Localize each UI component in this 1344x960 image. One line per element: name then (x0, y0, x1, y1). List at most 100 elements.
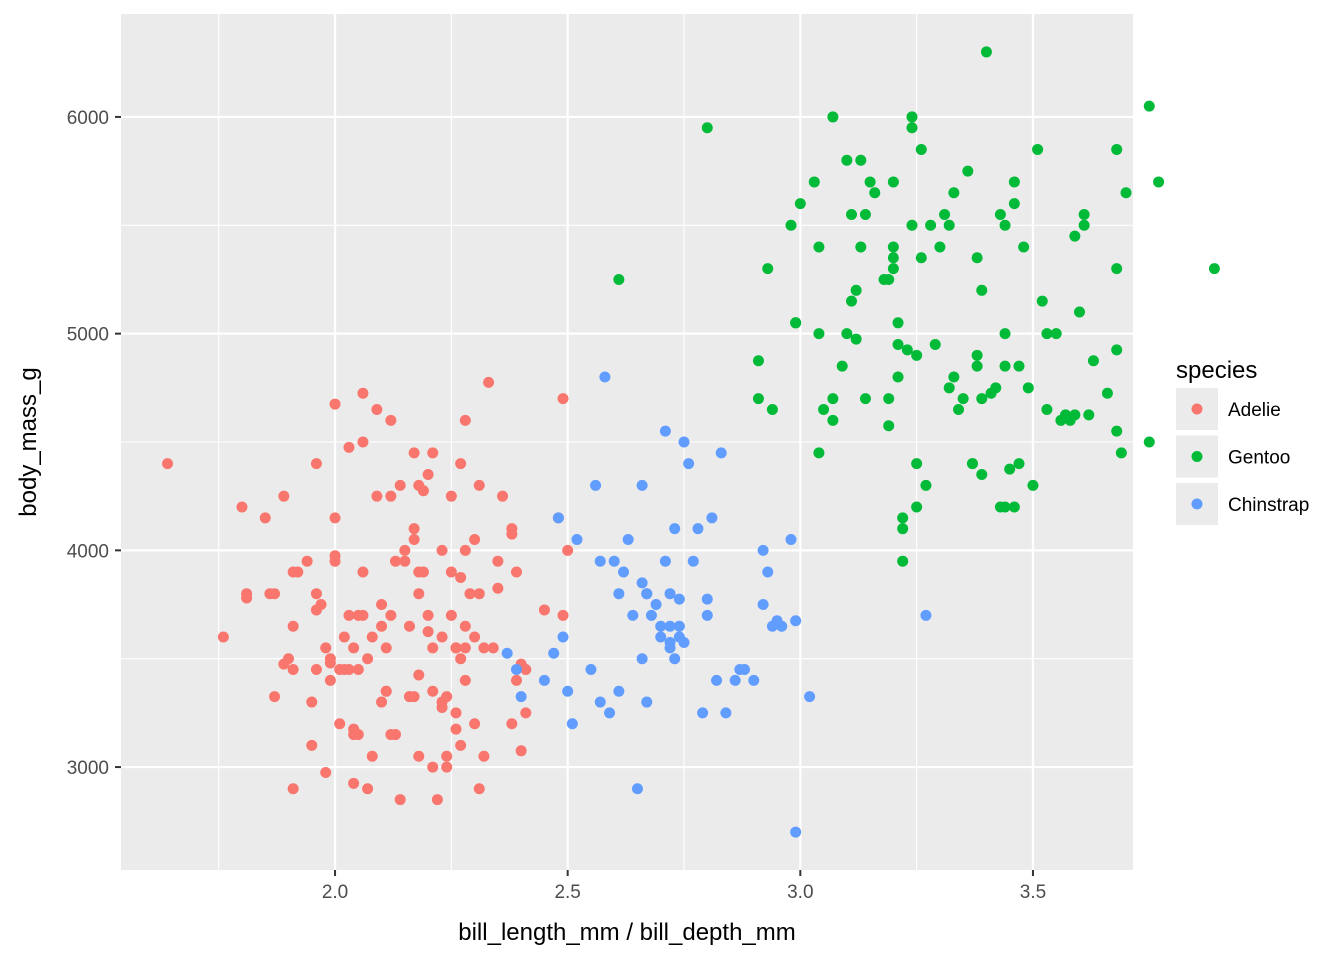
data-point-gentoo (827, 414, 839, 426)
legend-label: Adelie (1228, 400, 1281, 421)
data-point-adelie (394, 794, 406, 806)
data-point-chinstrap (664, 620, 676, 632)
data-point-gentoo (1083, 409, 1095, 421)
data-point-adelie (385, 414, 397, 426)
data-point-gentoo (841, 154, 853, 166)
data-point-chinstrap (552, 512, 564, 524)
data-point-gentoo (790, 317, 802, 329)
data-point-gentoo (897, 555, 909, 567)
series-gentoo (613, 46, 1220, 567)
data-point-adelie (287, 783, 299, 795)
data-point-gentoo (999, 219, 1011, 231)
data-point-gentoo (887, 263, 899, 275)
data-point-adelie (403, 620, 415, 632)
data-point-gentoo (892, 338, 904, 350)
x-axis: 2.0 2.5 3.0 3.5 (322, 870, 1046, 903)
data-point-adelie (241, 592, 253, 604)
data-point-adelie (492, 555, 504, 567)
data-point-chinstrap (785, 534, 797, 546)
data-point-gentoo (887, 241, 899, 253)
data-point-adelie (306, 739, 318, 751)
data-point-adelie (287, 664, 299, 676)
data-point-chinstrap (757, 599, 769, 611)
y-tick-label: 5000 (67, 325, 109, 346)
data-point-adelie (413, 669, 425, 681)
data-point-gentoo (962, 165, 974, 177)
data-point-chinstrap (613, 685, 625, 697)
data-point-gentoo (808, 176, 820, 188)
data-point-adelie (450, 707, 462, 719)
x-tick-label: 2.5 (554, 882, 580, 903)
legend-item-adelie: Adelie (1176, 388, 1281, 430)
data-point-adelie (320, 766, 332, 778)
data-point-adelie (399, 555, 411, 567)
data-point-gentoo (1078, 219, 1090, 231)
data-point-chinstrap (650, 599, 662, 611)
data-point-adelie (310, 664, 322, 676)
legend-title: species (1176, 357, 1257, 384)
data-point-chinstrap (645, 609, 657, 621)
data-point-gentoo (841, 328, 853, 340)
data-point-adelie (520, 707, 532, 719)
data-point-adelie (408, 447, 420, 459)
data-point-chinstrap (701, 593, 713, 605)
y-tick-label: 6000 (67, 108, 109, 129)
data-point-chinstrap (590, 479, 602, 491)
data-point-adelie (464, 588, 476, 600)
data-point-gentoo (999, 328, 1011, 340)
data-point-chinstrap (510, 664, 522, 676)
data-point-adelie (310, 588, 322, 600)
data-point-adelie (362, 783, 374, 795)
data-point-gentoo (939, 208, 951, 220)
data-point-adelie (371, 403, 383, 415)
data-point-gentoo (976, 284, 988, 296)
data-point-gentoo (976, 469, 988, 481)
data-point-chinstrap (585, 664, 597, 676)
data-point-adelie (390, 729, 402, 741)
data-point-adelie (441, 761, 453, 773)
data-point-chinstrap (678, 436, 690, 448)
data-point-gentoo (836, 360, 848, 372)
data-point-adelie (459, 674, 471, 686)
data-point-adelie (413, 588, 425, 600)
legend-key-point (1191, 403, 1203, 415)
data-point-gentoo (883, 273, 895, 285)
y-axis-title: body_mass_g (15, 367, 42, 516)
data-point-gentoo (887, 252, 899, 264)
data-point-gentoo (920, 479, 932, 491)
data-point-adelie (334, 718, 346, 730)
data-point-gentoo (1027, 479, 1039, 491)
legend-item-gentoo: Gentoo (1176, 435, 1290, 478)
data-point-chinstrap (669, 523, 681, 535)
data-point-chinstrap (618, 566, 630, 578)
y-axis: 3000 4000 5000 6000 (67, 108, 121, 779)
data-point-gentoo (976, 393, 988, 405)
data-point-gentoo (948, 371, 960, 383)
data-point-adelie (417, 485, 429, 497)
data-point-adelie (408, 523, 420, 535)
data-point-chinstrap (608, 555, 620, 567)
data-point-gentoo (897, 523, 909, 535)
data-point-adelie (315, 599, 327, 611)
data-point-gentoo (1008, 198, 1020, 210)
data-point-adelie (408, 691, 420, 703)
data-point-adelie (427, 642, 439, 654)
data-point-adelie (506, 718, 518, 730)
data-point-adelie (287, 620, 299, 632)
data-point-gentoo (1022, 382, 1034, 394)
data-point-chinstrap (594, 555, 606, 567)
data-point-adelie (380, 685, 392, 697)
data-point-adelie (269, 588, 281, 600)
data-point-gentoo (864, 176, 876, 188)
data-point-adelie (343, 664, 355, 676)
data-point-adelie (487, 642, 499, 654)
data-point-adelie (162, 458, 174, 470)
data-point-chinstrap (604, 707, 616, 719)
x-tick-label: 3.0 (787, 882, 813, 903)
data-point-gentoo (859, 208, 871, 220)
data-point-gentoo (906, 122, 918, 134)
data-point-chinstrap (641, 588, 653, 600)
legend-item-chinstrap: Chinstrap (1176, 483, 1309, 525)
data-point-chinstrap (594, 696, 606, 708)
data-point-gentoo (1013, 458, 1025, 470)
